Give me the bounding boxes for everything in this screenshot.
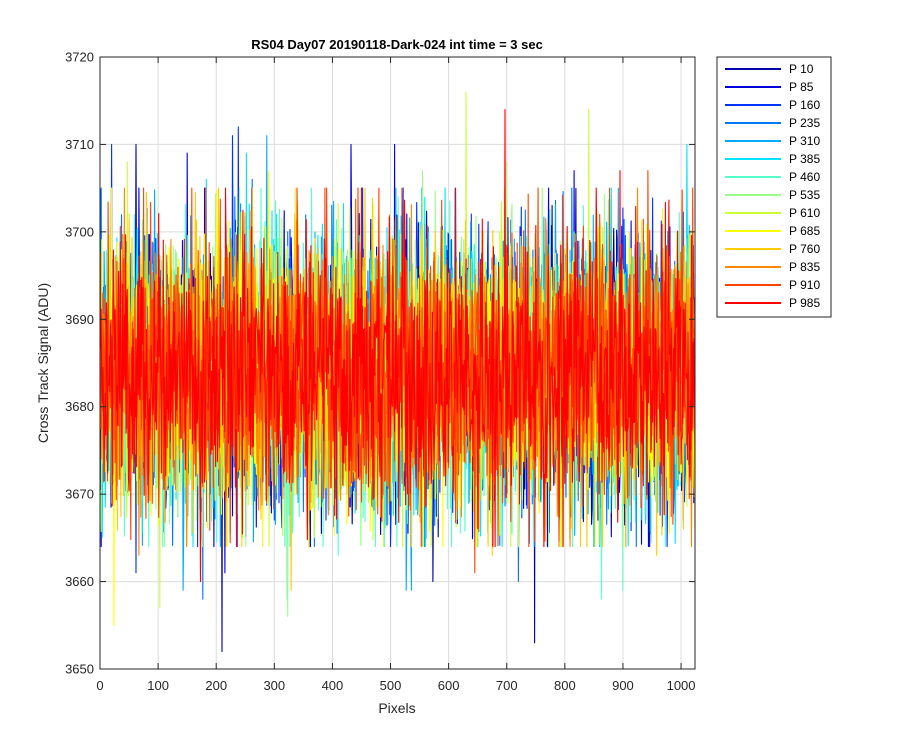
- legend-entry: P 535: [725, 188, 820, 202]
- x-tick-label: 500: [380, 678, 402, 693]
- y-tick-label: 3650: [65, 662, 94, 677]
- legend-label: P 235: [789, 116, 820, 130]
- axes: [99, 56, 696, 670]
- series-layer: [100, 91, 696, 653]
- x-tick-label: 400: [322, 678, 344, 693]
- legend-entry: P 685: [725, 224, 820, 238]
- legend-label: P 835: [789, 260, 820, 274]
- x-tick-label: 300: [263, 678, 285, 693]
- y-tick-label: 3660: [65, 574, 94, 589]
- legend-entry: P 385: [725, 152, 820, 166]
- legend-entry: P 985: [725, 296, 820, 310]
- y-tick-label: 3720: [65, 50, 94, 65]
- y-tick-label: 3690: [65, 312, 94, 327]
- legend-label: P 10: [789, 62, 814, 76]
- y-tick-label: 3700: [65, 224, 94, 239]
- legend-entry: P 85: [725, 80, 814, 94]
- legend-label: P 985: [789, 296, 820, 310]
- x-tick-label: 100: [147, 678, 169, 693]
- legend-entry: P 760: [725, 242, 820, 256]
- x-tick-label: 900: [612, 678, 634, 693]
- legend-entry: P 460: [725, 170, 820, 184]
- legend-label: P 760: [789, 242, 820, 256]
- y-tick-label: 3670: [65, 487, 94, 502]
- legend-entry: P 310: [725, 134, 820, 148]
- legend-entry: P 610: [725, 206, 820, 220]
- legend-label: P 160: [789, 98, 820, 112]
- legend-label: P 535: [789, 188, 820, 202]
- x-tick-label: 800: [554, 678, 576, 693]
- x-tick-label: 600: [438, 678, 460, 693]
- y-axis-label: Cross Track Signal (ADU): [35, 283, 51, 443]
- legend-label: P 385: [789, 152, 820, 166]
- x-tick-label: 1000: [667, 678, 696, 693]
- axes-box: [99, 56, 696, 670]
- legend-entry: P 835: [725, 260, 820, 274]
- y-tick-label: 3680: [65, 399, 94, 414]
- legend-label: P 85: [789, 80, 814, 94]
- legend-label: P 610: [789, 206, 820, 220]
- legend-entry: P 160: [725, 98, 820, 112]
- legend-box: [716, 56, 832, 318]
- legend-label: P 910: [789, 278, 820, 292]
- legend-label: P 685: [789, 224, 820, 238]
- legend-entry: P 10: [725, 62, 814, 76]
- y-tick-label: 3710: [65, 137, 94, 152]
- series-line-p985: [100, 108, 696, 583]
- chart-title: RS04 Day07 20190118-Dark-024 int time = …: [251, 37, 543, 52]
- legend-label: P 310: [789, 134, 820, 148]
- x-tick-label: 700: [496, 678, 518, 693]
- x-tick-label: 200: [205, 678, 227, 693]
- legend-entry: P 910: [725, 278, 820, 292]
- legend-label: P 460: [789, 170, 820, 184]
- legend: P 10 P 85 P 160 P 235 P 310 P 385 P 460 P 535 P …: [716, 56, 832, 318]
- y-axis-ticks: 3650 3660 3670 3680 3690 3700 3710 3720: [65, 50, 695, 677]
- legend-entry: P 235: [725, 116, 820, 130]
- x-tick-label: 0: [96, 678, 103, 693]
- x-axis-label: Pixels: [378, 700, 415, 716]
- x-axis-ticks: 0 100 200 300 400 500 600 700 800 900 1000: [96, 57, 696, 693]
